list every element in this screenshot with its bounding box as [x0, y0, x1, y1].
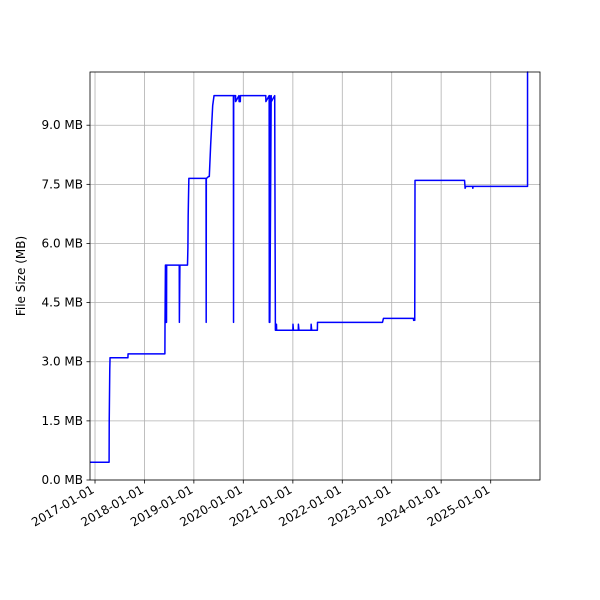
y-tick-label: 1.5 MB: [42, 414, 83, 428]
y-tick-label: 6.0 MB: [42, 236, 83, 250]
y-tick-label: 3.0 MB: [42, 355, 83, 369]
plot-frame: [89, 71, 541, 481]
y-axis: 0.0 MB 1.5 MB 3.0 MB 4.5 MB 6.0 MB 7.5 MB 9.0 …: [42, 118, 90, 487]
y-tick-label: 4.5 MB: [42, 296, 83, 310]
y-axis-label: File Size (MB): [14, 236, 28, 316]
file-size-series-line: [90, 71, 529, 464]
y-tick-label: 0.0 MB: [42, 473, 83, 487]
y-tick-label: 7.5 MB: [42, 177, 83, 191]
y-tick-label: 9.0 MB: [42, 118, 83, 132]
plot-area-background: [90, 72, 540, 480]
gridlines: [90, 72, 540, 481]
